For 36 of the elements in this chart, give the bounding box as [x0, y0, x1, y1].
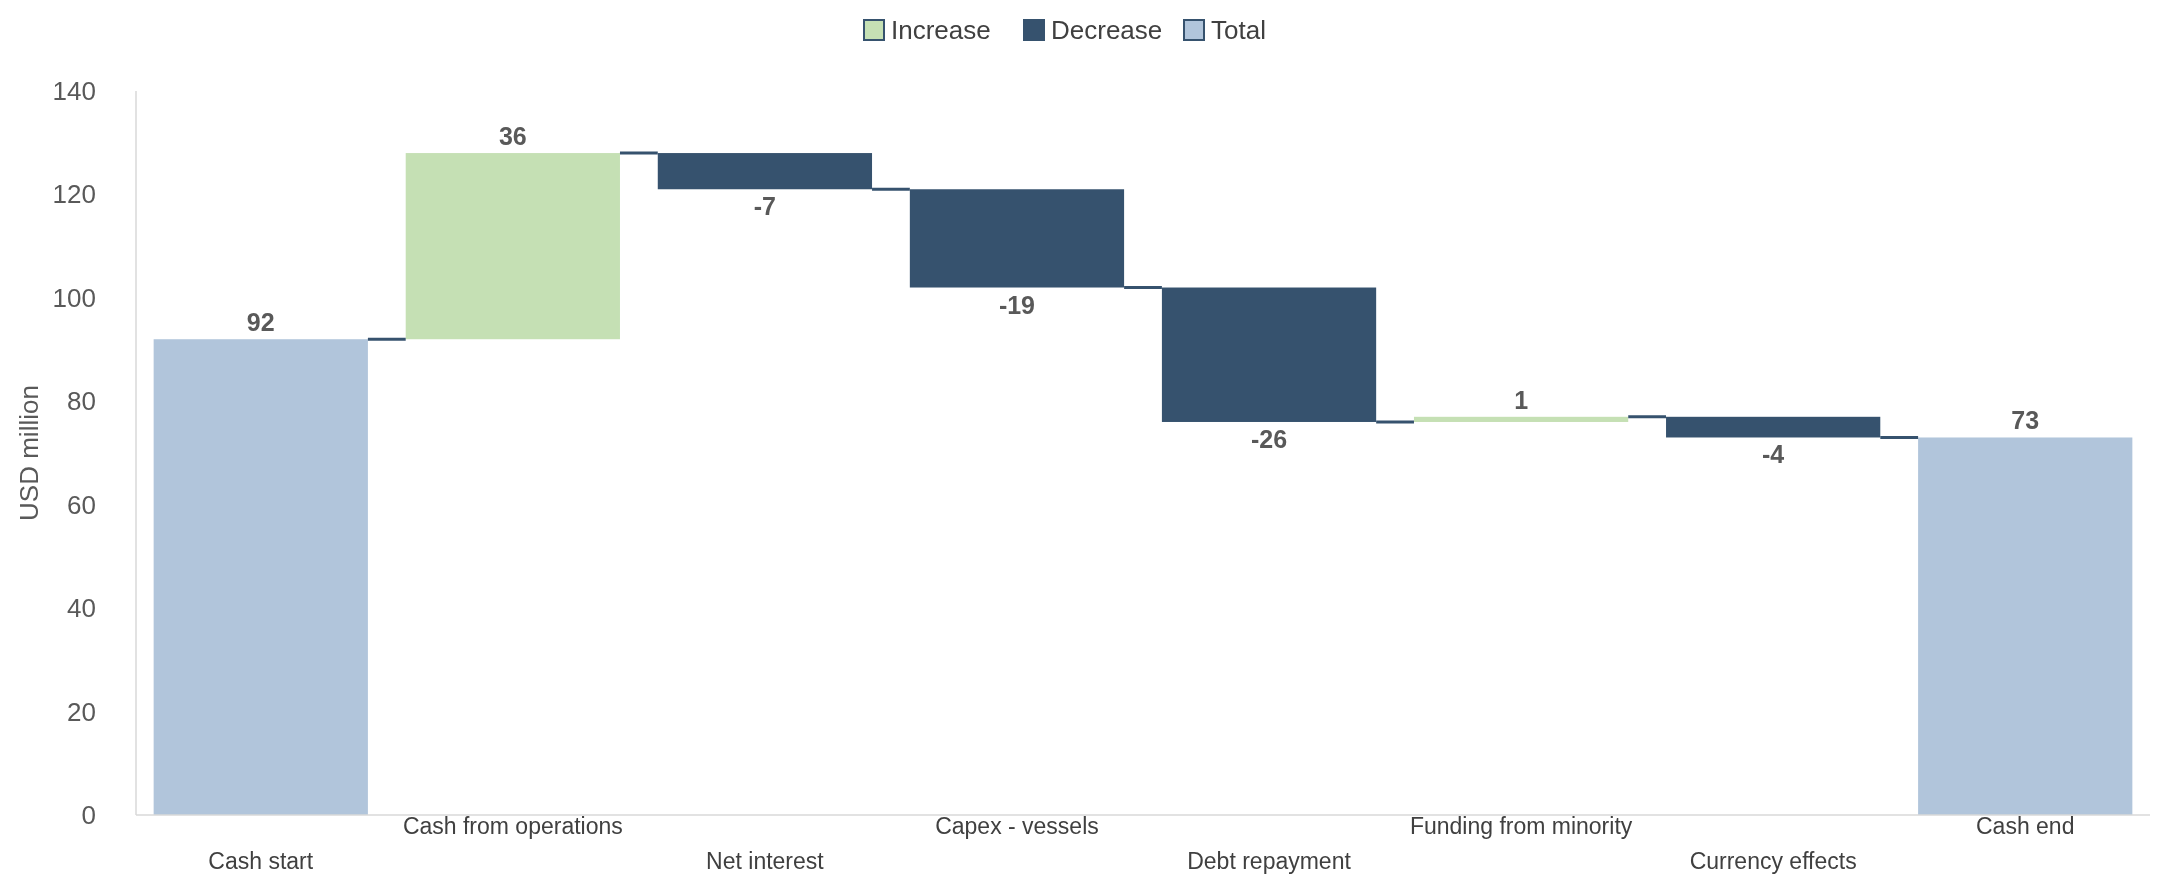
data-label: -4	[1762, 440, 1785, 469]
y-tick-label: 100	[52, 282, 96, 313]
data-label: 1	[1514, 385, 1529, 414]
x-tick-label: Cash end	[1975, 813, 2075, 839]
y-tick-label: 60	[67, 489, 96, 520]
bar	[153, 339, 368, 815]
legend-label: Total	[1211, 15, 1266, 45]
data-label: -26	[1250, 424, 1288, 453]
bar	[1413, 416, 1629, 422]
data-label: 73	[2011, 406, 2040, 435]
x-tick-label: Funding from minority	[1409, 813, 1633, 839]
bar	[1666, 416, 1881, 438]
bar	[1918, 437, 2133, 815]
bar	[657, 153, 873, 190]
y-tick-label: 20	[67, 696, 96, 727]
data-label: 92	[246, 308, 275, 337]
bar	[909, 189, 1125, 288]
y-tick-label: 0	[81, 800, 96, 830]
bar	[1161, 287, 1377, 422]
data-label: 36	[498, 122, 527, 151]
x-tick-label: Cash start	[208, 848, 314, 874]
y-tick-label: 140	[52, 76, 96, 106]
x-tick-label: Debt repayment	[1187, 848, 1352, 874]
y-axis-title: USD million	[14, 385, 44, 521]
data-label: -7	[753, 192, 777, 221]
x-tick-label: Net interest	[706, 848, 825, 874]
data-label: -19	[998, 290, 1036, 319]
bar	[405, 153, 620, 340]
y-tick-label: 80	[67, 386, 96, 417]
legend-label: Increase	[891, 15, 991, 45]
y-tick-label: 120	[52, 179, 96, 210]
y-tick-label: 40	[67, 593, 96, 624]
x-tick-label: Capex - vessels	[935, 813, 1099, 839]
legend-label: Decrease	[1051, 15, 1163, 45]
x-tick-label: Currency effects	[1689, 848, 1857, 874]
x-tick-label: Cash from operations	[402, 813, 623, 839]
